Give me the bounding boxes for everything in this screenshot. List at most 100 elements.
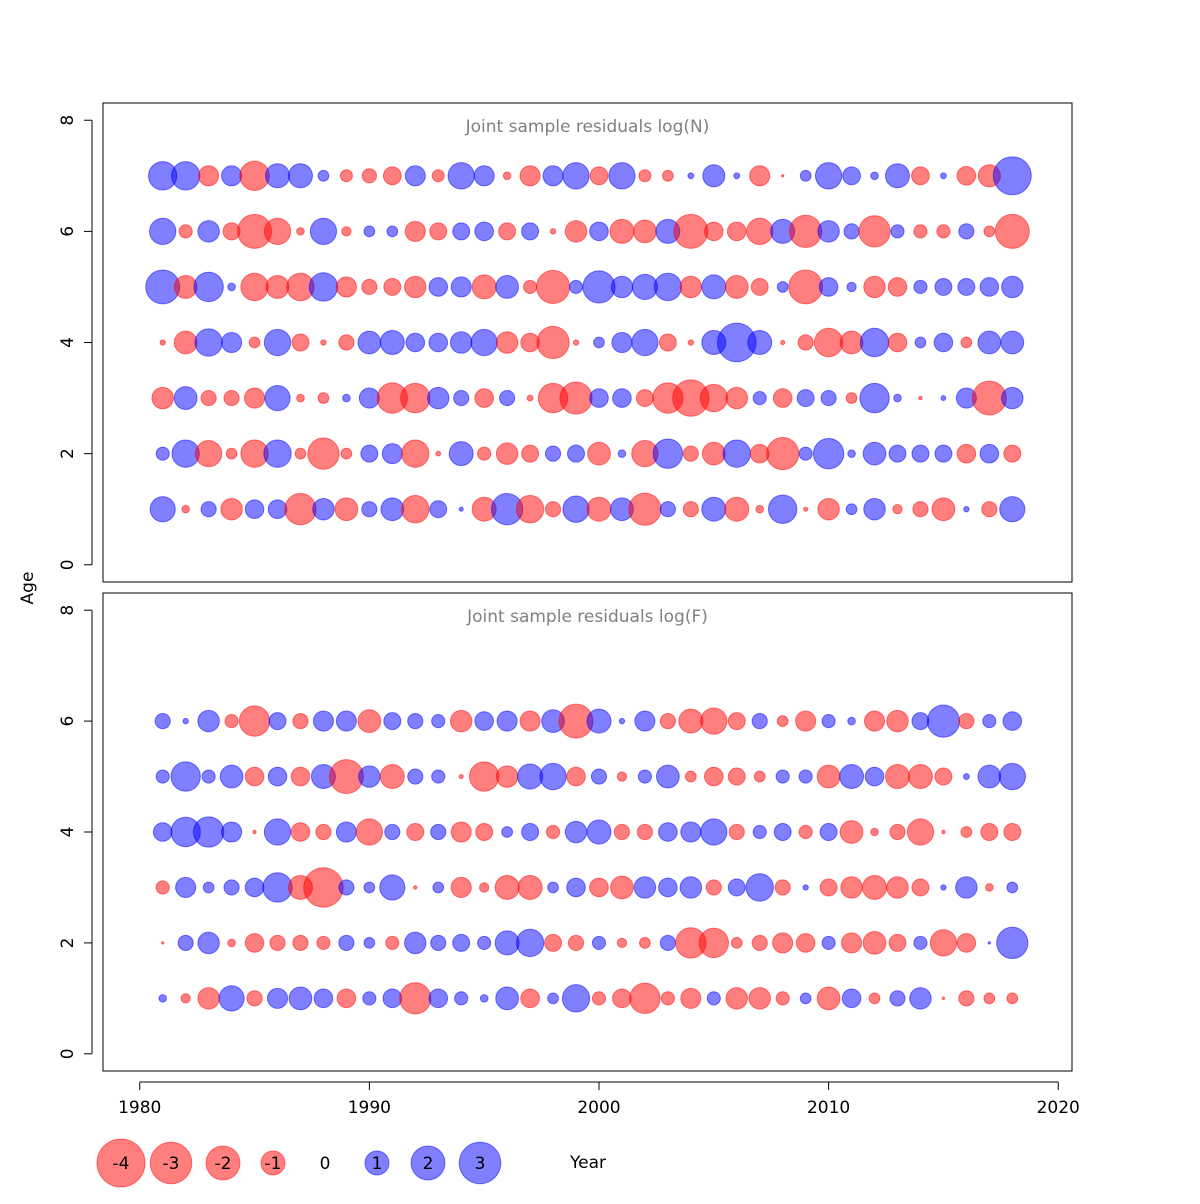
bubble (450, 876, 472, 898)
bubble (751, 713, 768, 730)
bubble (841, 988, 862, 1009)
bubble (219, 764, 244, 789)
bubble (586, 708, 612, 734)
chart-title: Joint sample residuals log(N) (465, 117, 710, 137)
bubble (747, 330, 773, 355)
bubble (453, 389, 470, 407)
bubble (859, 382, 890, 414)
bubble (618, 717, 626, 725)
bubble (796, 389, 815, 408)
bubble (913, 935, 928, 950)
bubble (701, 441, 726, 466)
legend-label: 2 (423, 1154, 434, 1174)
plot-frame (102, 592, 1073, 1072)
x-axis-label: Year (569, 1153, 606, 1173)
bubble (519, 710, 541, 732)
bubble (802, 884, 809, 891)
bubble (197, 220, 220, 243)
bubble (501, 826, 513, 838)
bubble (700, 818, 728, 846)
bubble (401, 495, 430, 524)
bubble (495, 331, 519, 354)
bubble (200, 389, 217, 407)
bubble (679, 275, 703, 299)
bubble (843, 223, 860, 240)
bubble (775, 769, 790, 784)
bubble (870, 827, 879, 837)
bubble (567, 934, 585, 951)
bubble (980, 823, 999, 841)
bubble (292, 934, 309, 951)
chart-title: Joint sample residuals log(F) (466, 607, 708, 627)
bubble (889, 990, 906, 1007)
y-tick-label: 2 (58, 448, 78, 459)
bubble (292, 713, 309, 730)
bubble (589, 877, 609, 898)
bubble (1000, 330, 1025, 355)
bubble (613, 823, 631, 841)
bubble (268, 712, 287, 731)
bubble (399, 982, 432, 1015)
legend-label: -1 (265, 1154, 282, 1174)
bubble (400, 382, 431, 414)
bubble (798, 446, 813, 461)
bubble (334, 497, 359, 522)
bubble (803, 506, 809, 512)
bubble (587, 441, 611, 466)
bubble (977, 330, 1002, 355)
bubble (567, 444, 586, 463)
bubble (383, 277, 402, 296)
bubble (819, 878, 838, 897)
bubble (889, 823, 906, 841)
bubble (309, 217, 338, 246)
bubble (772, 932, 794, 954)
bubble (360, 444, 379, 463)
bubble (840, 876, 863, 899)
y-tick-label: 0 (58, 559, 78, 570)
bubble (687, 339, 695, 346)
bubble (427, 386, 450, 410)
bubble (982, 714, 997, 729)
bubble (845, 392, 858, 404)
bubble (313, 988, 334, 1009)
bubble (684, 770, 697, 783)
bubble (287, 163, 313, 189)
bubble (384, 823, 401, 841)
bubble (244, 766, 265, 787)
bubble (338, 879, 355, 896)
bubble (177, 934, 194, 951)
bubble (658, 877, 678, 898)
legend-label: 3 (475, 1154, 486, 1174)
bubble (752, 390, 767, 406)
bubble (914, 336, 927, 349)
bubble (591, 991, 607, 1006)
bubble (633, 876, 657, 899)
bubble (660, 991, 675, 1006)
bubble (544, 933, 563, 952)
bubble (996, 926, 1029, 960)
bubble (842, 166, 861, 186)
bubble (682, 445, 699, 462)
bubble (862, 874, 888, 900)
bubble (291, 333, 310, 352)
bubble (149, 217, 177, 246)
bubble (357, 709, 382, 733)
bubble (181, 504, 190, 514)
bubble (722, 439, 751, 468)
bubble (267, 766, 288, 787)
bubble (458, 773, 464, 780)
bubble (631, 328, 659, 357)
bubble (659, 934, 676, 951)
bubble (218, 985, 245, 1012)
bubble (521, 823, 540, 841)
bubble (703, 766, 724, 787)
bubble (197, 709, 220, 733)
bubble (564, 820, 588, 844)
bubble (471, 274, 497, 300)
bubble (727, 878, 746, 897)
bubble (202, 881, 215, 894)
bubble (430, 934, 447, 951)
bubble (913, 224, 928, 239)
bubble (634, 710, 656, 732)
bubble (173, 386, 198, 410)
